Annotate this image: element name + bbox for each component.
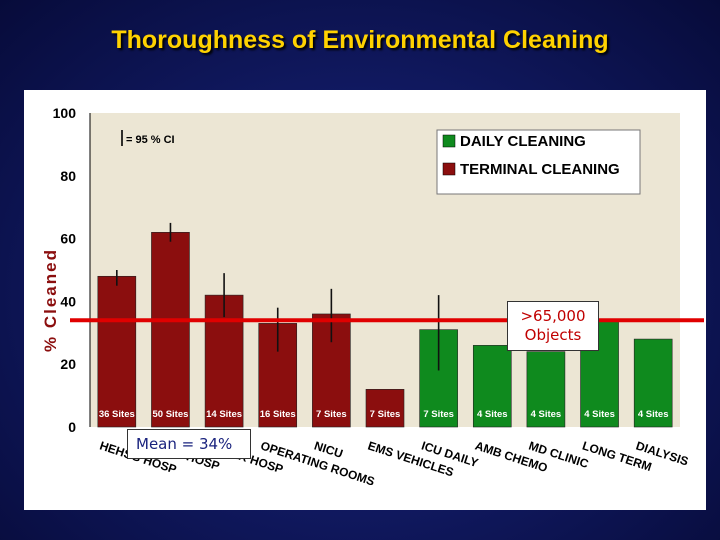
legend-swatch	[442, 134, 456, 148]
callout-line2: Objects	[524, 326, 582, 344]
bar-site-label: 4 Sites	[477, 409, 508, 420]
bar	[151, 232, 190, 428]
bar-site-label: 4 Sites	[584, 409, 615, 420]
legend-label: DAILY CLEANING	[460, 133, 586, 150]
legend-label: TERMINAL CLEANING	[460, 161, 620, 178]
mean-label: Mean = 34%	[127, 429, 251, 459]
bar	[365, 389, 405, 428]
y-tick-label: 60	[60, 231, 76, 247]
bar	[633, 338, 673, 428]
bar-site-label: 50 Sites	[152, 409, 188, 420]
bar-site-label: 36 Sites	[99, 409, 135, 420]
chart-panel: 0 20 40 60 80 100% Cleaned 36 Sites HEHSG HOSP 5…	[24, 90, 706, 510]
bar-site-label: 7 Sites	[316, 409, 347, 420]
callout-box: >65,000 Objects	[507, 301, 599, 351]
bar	[472, 345, 512, 428]
y-tick-label: 100	[53, 105, 77, 121]
legend-swatch	[442, 162, 456, 176]
callout-line1: >65,000	[520, 307, 586, 325]
bar-site-label: 16 Sites	[260, 409, 296, 420]
y-tick-label: 20	[60, 356, 76, 372]
y-tick-label: 40	[60, 293, 76, 309]
bar-site-label: 7 Sites	[423, 409, 454, 420]
y-tick-label: 80	[60, 168, 76, 184]
bar-site-label: 4 Sites	[638, 409, 669, 420]
bar	[97, 275, 137, 428]
y-tick-label: 0	[68, 419, 76, 435]
legend-box	[436, 129, 641, 195]
bar-site-label: 4 Sites	[531, 409, 562, 420]
bar-site-label: 7 Sites	[370, 409, 401, 420]
slide-title: Thoroughness of Environmental Cleaning	[111, 26, 609, 54]
bar-site-label: 14 Sites	[206, 409, 242, 420]
bar	[526, 351, 566, 428]
ci-legend-text: = 95 % CI	[126, 134, 175, 146]
y-axis-title: % Cleaned	[41, 248, 60, 352]
